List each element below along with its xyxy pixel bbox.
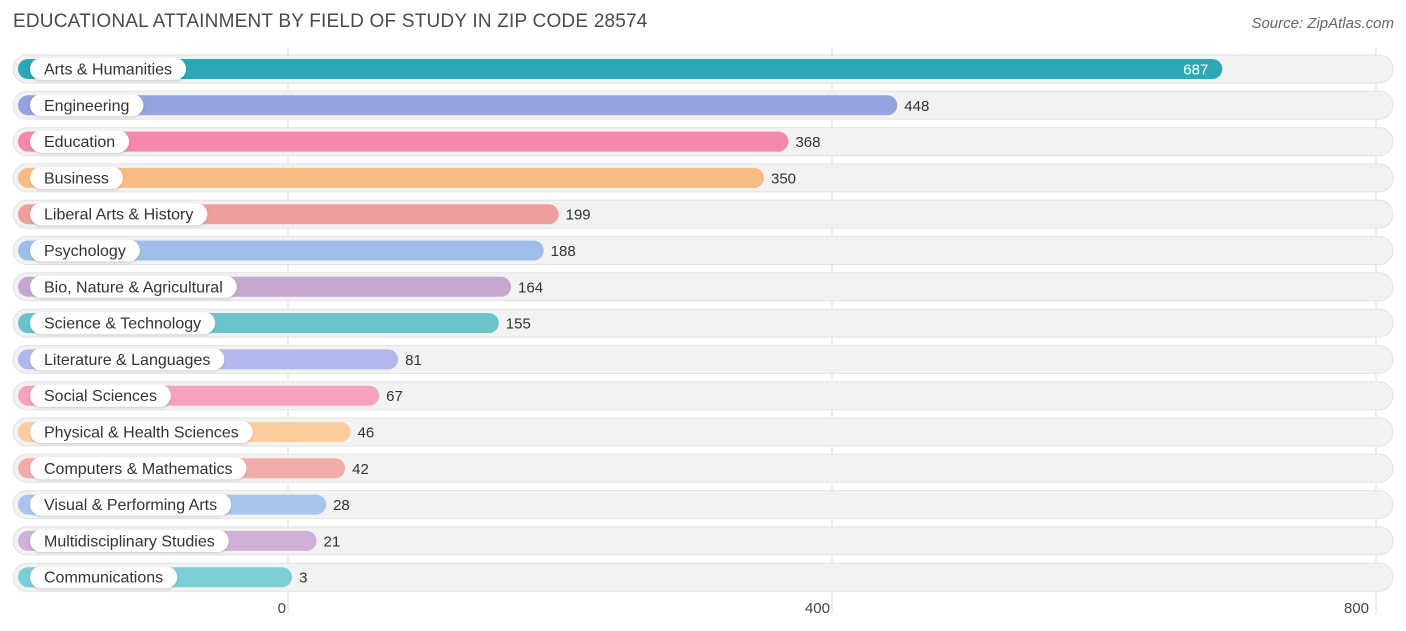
category-label: Science & Technology — [44, 316, 201, 333]
bar — [18, 95, 898, 116]
value-label: 46 — [358, 425, 375, 442]
category-label-pill — [30, 529, 229, 552]
bar-row: Engineering 448 — [12, 90, 1394, 120]
value-label: 687 — [1183, 62, 1208, 79]
chart-title: EDUCATIONAL ATTAINMENT BY FIELD OF STUDY… — [13, 11, 648, 32]
bar-row: Communications 3 — [12, 562, 1394, 592]
category-label-pill — [30, 203, 208, 226]
bar-row: Business 350 — [12, 163, 1394, 193]
x-tick-label: 400 — [805, 600, 830, 617]
category-label: Multidisciplinary Studies — [44, 533, 215, 550]
category-label: Arts & Humanities — [44, 62, 172, 79]
bar-track — [12, 490, 1394, 520]
value-label: 188 — [551, 243, 576, 260]
category-label-pill — [30, 493, 232, 516]
category-label: Social Sciences — [44, 388, 157, 405]
category-label: Physical & Health Sciences — [44, 425, 239, 442]
bar-row: Arts & Humanities 687 — [12, 54, 1394, 84]
value-label: 67 — [386, 388, 403, 405]
category-label-pill — [30, 312, 216, 335]
bar-row: Liberal Arts & History 199 — [12, 199, 1394, 229]
category-label-pill — [30, 275, 237, 298]
bar-row: Psychology 188 — [12, 236, 1394, 265]
value-label: 199 — [566, 207, 591, 224]
category-label-pill — [30, 348, 225, 371]
source-credit: Source: ZipAtlas.com — [1251, 15, 1394, 32]
category-label-pill — [30, 58, 187, 80]
value-label: 368 — [795, 134, 820, 151]
bar — [18, 167, 764, 188]
category-label-pill — [30, 94, 144, 117]
bar — [18, 240, 544, 261]
bar-row: Bio, Nature & Agricultural 164 — [12, 272, 1394, 302]
category-label: Literature & Languages — [44, 352, 210, 369]
category-label: Communications — [44, 570, 163, 587]
value-label: 448 — [904, 98, 929, 115]
bar-row: Multidisciplinary Studies 21 — [12, 526, 1394, 556]
category-label-pill — [30, 384, 171, 407]
bar-track — [12, 562, 1394, 592]
bar-row: Literature & Languages 81 — [12, 344, 1394, 374]
value-label: 3 — [299, 570, 307, 587]
bar-track — [12, 526, 1394, 556]
category-label: Bio, Nature & Agricultural — [44, 279, 223, 296]
category-label-pill — [30, 130, 130, 153]
value-label: 42 — [352, 461, 369, 478]
bar-row: Visual & Performing Arts 28 — [12, 490, 1394, 520]
value-label: 350 — [771, 170, 796, 187]
value-label: 164 — [518, 279, 543, 296]
bar-track — [12, 453, 1394, 483]
bar-row: Computers & Mathematics 42 — [12, 453, 1394, 483]
x-tick-label: 800 — [1344, 600, 1369, 617]
bar — [18, 59, 1223, 79]
category-label-pill — [30, 239, 140, 262]
category-label: Visual & Performing Arts — [44, 497, 217, 514]
value-label: 28 — [333, 497, 350, 514]
bar-row: Education 368 — [12, 127, 1394, 157]
x-tick-label: 0 — [278, 600, 286, 617]
value-label: 81 — [405, 352, 422, 369]
category-label: Liberal Arts & History — [44, 207, 193, 224]
bar-row: Physical & Health Sciences 46 — [12, 417, 1394, 447]
value-label: 155 — [506, 316, 531, 333]
category-label: Engineering — [44, 98, 129, 115]
bar-row: Social Sciences 67 — [12, 381, 1394, 411]
bar — [18, 131, 789, 152]
category-label: Computers & Mathematics — [44, 461, 233, 478]
category-label-pill — [30, 566, 178, 589]
value-label: 21 — [324, 533, 341, 550]
category-label: Education — [44, 134, 115, 151]
category-label: Business — [44, 170, 109, 187]
category-label-pill — [30, 166, 123, 189]
bar-row: Science & Technology 155 — [12, 308, 1394, 338]
bar-track — [12, 417, 1394, 447]
category-label: Psychology — [44, 243, 126, 260]
category-label-pill — [30, 457, 247, 480]
category-label-pill — [30, 421, 253, 443]
